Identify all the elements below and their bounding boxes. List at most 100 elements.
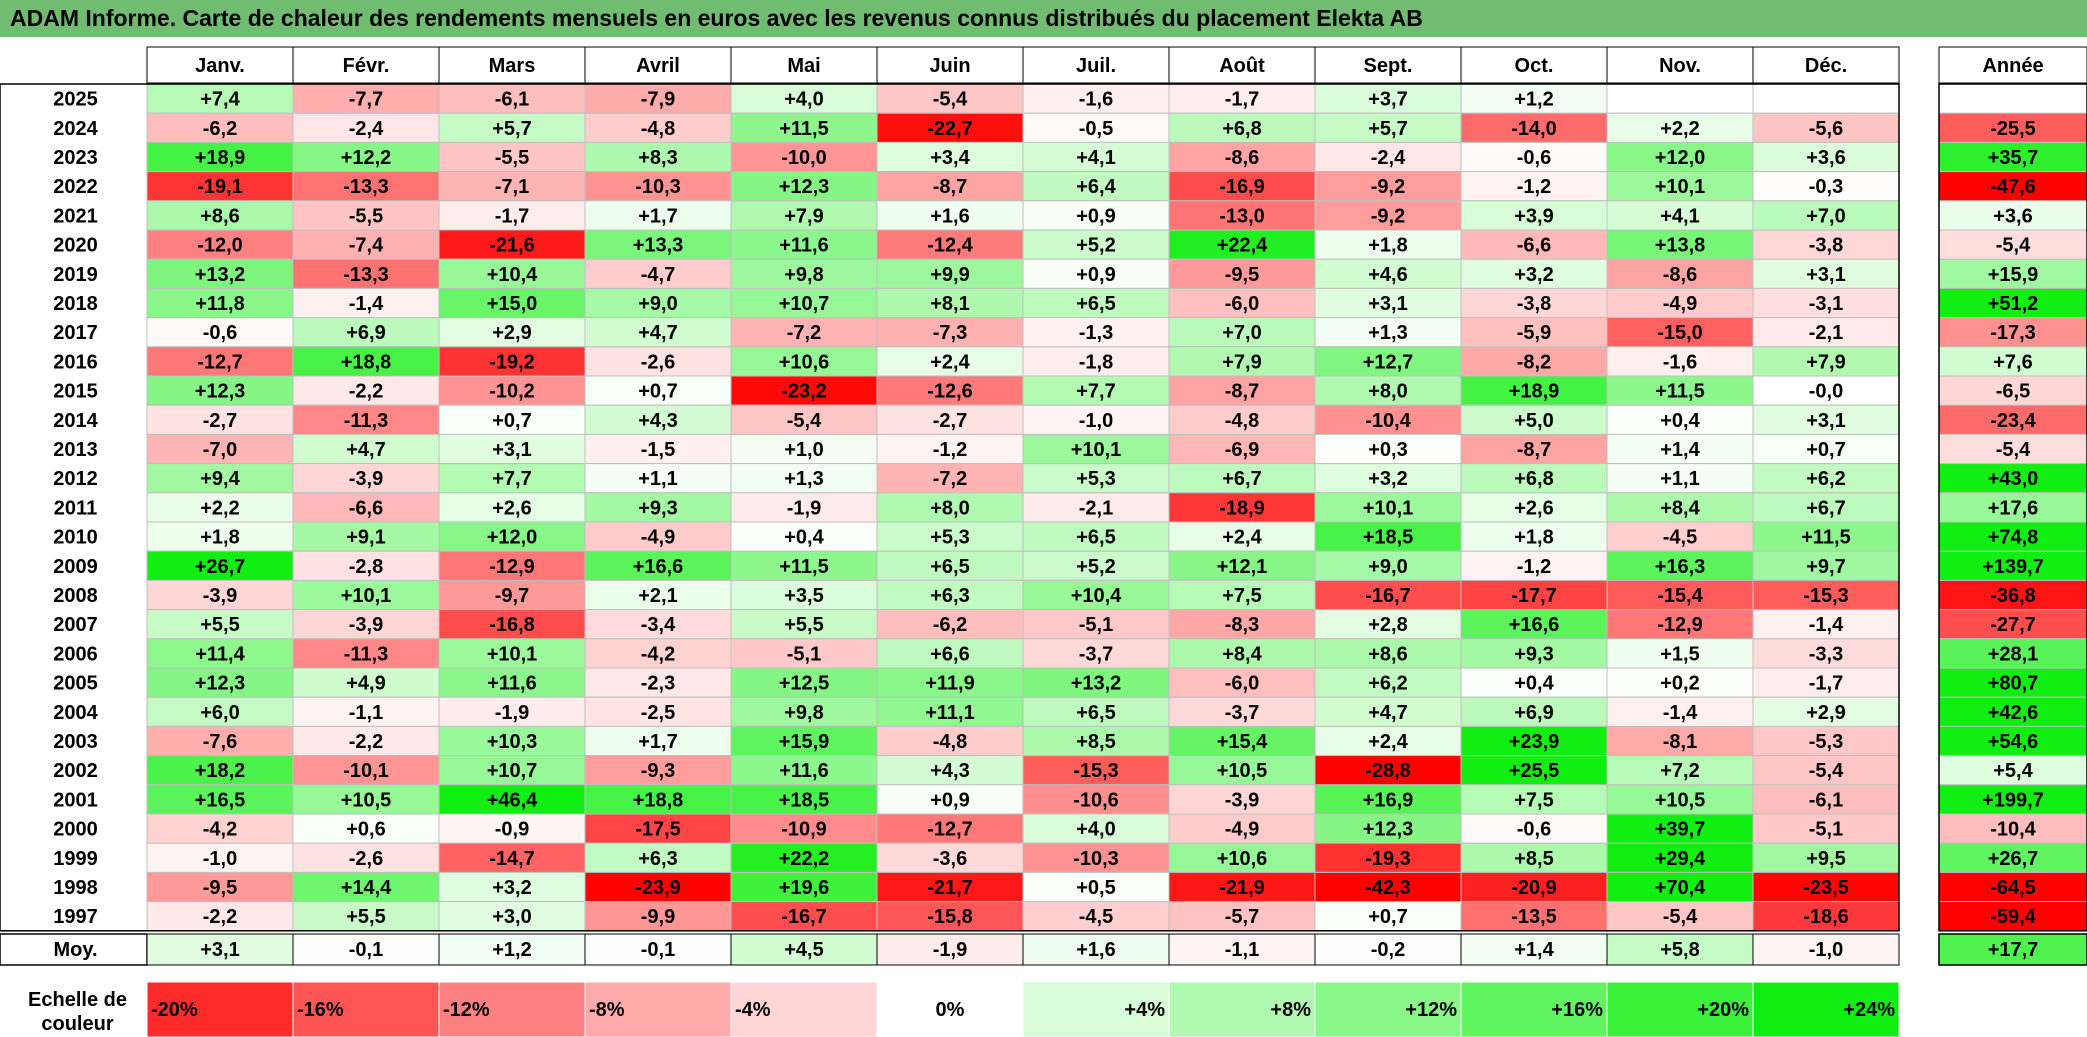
- heatmap-cell-value: -2,8: [349, 556, 383, 578]
- heatmap-cell-value: +18,8: [341, 351, 392, 373]
- heatmap-cell-value: +3,7: [1368, 89, 1407, 111]
- heatmap-cell-value: -0,6: [1517, 819, 1551, 841]
- heatmap-cell: [292, 842, 440, 873]
- heatmap-cell-value: +13,3: [633, 235, 684, 257]
- heatmap-cell: [292, 550, 440, 581]
- heatmap-cell: [876, 638, 1024, 669]
- heatmap-cell-value: -2,4: [349, 118, 384, 140]
- heatmap-cell-value: -6,2: [203, 118, 237, 140]
- heatmap-cell-value: -8,3: [1225, 614, 1259, 636]
- heatmap-cell-value: +3,4: [930, 147, 970, 169]
- average-cell: [292, 933, 440, 966]
- heatmap-cell: [1752, 579, 1900, 611]
- table-border: [0, 83, 1900, 932]
- heatmap-cell-value: -4,2: [641, 643, 675, 665]
- heatmap-cell-value: +0,7: [1806, 439, 1845, 461]
- heatmap-cell: [1168, 112, 1316, 143]
- heatmap-cell-value: +0,7: [1368, 906, 1407, 928]
- heatmap-cell-value: -6,1: [1809, 789, 1843, 811]
- heatmap-cell-value: +11,5: [779, 118, 829, 140]
- heatmap-cell-value: -8,7: [1225, 381, 1259, 403]
- chart-title: ADAM Informe. Carte de chaleur des rende…: [0, 0, 2087, 37]
- heatmap-cell: [1460, 550, 1608, 581]
- heatmap-cell-value: -1,4: [1809, 614, 1844, 636]
- heatmap-cell-value: +6,0: [200, 702, 239, 724]
- average-annual-value: +17,7: [1988, 939, 2039, 961]
- heatmap-cell-value: -1,0: [1079, 410, 1113, 432]
- heatmap-cell-value: +0,9: [1076, 264, 1115, 286]
- scale-step-label: +8%: [1270, 999, 1311, 1021]
- heatmap-cell-value: -12,9: [1657, 614, 1703, 636]
- heatmap-cell-value: +8,5: [1076, 731, 1115, 753]
- heatmap-cell: [584, 696, 732, 727]
- heatmap-cell-value: -3,3: [1809, 643, 1843, 665]
- heatmap-cell-value: -3,9: [349, 468, 383, 490]
- heatmap-cell-value: +6,2: [1806, 468, 1845, 490]
- annual-cell-value: +43,0: [1988, 468, 2039, 490]
- heatmap-cell-value: -16,9: [1219, 176, 1265, 198]
- column-header-cell: [730, 46, 878, 84]
- heatmap-cell: [292, 755, 440, 786]
- annual-cell: [1938, 433, 2087, 465]
- heatmap-cell: [146, 141, 294, 173]
- heatmap-cell-value: -2,2: [349, 381, 383, 403]
- heatmap-cell: [1606, 433, 1754, 465]
- row-year-label: 1998: [53, 877, 98, 899]
- heatmap-cell-value: +4,7: [1368, 702, 1407, 724]
- heatmap-cell-value: +7,9: [1806, 351, 1845, 373]
- heatmap-cell: [584, 171, 732, 202]
- heatmap-cell: [146, 317, 294, 348]
- heatmap-cell-value: +9,0: [638, 293, 677, 315]
- heatmap-cell: [876, 725, 1024, 757]
- scale-label: couleur: [41, 1013, 113, 1035]
- heatmap-cell: [876, 317, 1024, 348]
- annual-cell-value: +80,7: [1988, 673, 2039, 695]
- heatmap-cell-value: +10,1: [487, 643, 538, 665]
- heatmap-cell-value: +11,6: [779, 760, 829, 782]
- heatmap-cell-value: +11,6: [487, 673, 537, 695]
- row-year-label: 2007: [53, 614, 98, 636]
- heatmap-cell: [1314, 813, 1462, 844]
- heatmap-cell-value: +9,4: [200, 468, 240, 490]
- column-header-label: Juil.: [1076, 55, 1116, 77]
- heatmap-cell-value: +0,2: [1660, 673, 1699, 695]
- heatmap-cell-value: -2,1: [1809, 322, 1843, 344]
- heatmap-cell: [730, 579, 878, 611]
- heatmap-cell-value: -4,2: [203, 819, 237, 841]
- heatmap-cell-value: +19,6: [779, 877, 830, 899]
- heatmap-cell-value: -19,3: [1365, 848, 1411, 870]
- heatmap-cell: [1606, 200, 1754, 231]
- scale-step-label: +12%: [1405, 999, 1457, 1021]
- heatmap-cell-value: +2,6: [1514, 497, 1553, 519]
- heatmap-cell: [1314, 346, 1462, 377]
- heatmap-cell-value: -2,6: [349, 848, 383, 870]
- heatmap-cell: [1460, 346, 1608, 377]
- heatmap-cell: [146, 346, 294, 377]
- heatmap-cell-value: -7,2: [933, 468, 967, 490]
- annual-cell-value: +15,9: [1988, 264, 2039, 286]
- heatmap-cell-value: +11,9: [925, 673, 975, 695]
- heatmap-cell-value: -8,7: [933, 176, 967, 198]
- column-header-label: Oct.: [1515, 55, 1554, 77]
- heatmap-cell: [730, 901, 878, 932]
- heatmap-cell: [584, 842, 732, 873]
- heatmap-cell: [584, 375, 732, 406]
- heatmap-cell-value: -21,6: [489, 235, 535, 257]
- heatmap-cell: [1022, 784, 1170, 815]
- average-cell-value: -0,2: [1371, 939, 1405, 961]
- heatmap-cell-value: -0,6: [1517, 147, 1551, 169]
- heatmap-cell-value: -7,0: [203, 439, 237, 461]
- heatmap-cell: [1168, 404, 1316, 435]
- heatmap-cell-value: +0,4: [784, 527, 824, 549]
- heatmap-cell-value: +6,5: [1076, 527, 1115, 549]
- heatmap-cell-value: +6,9: [1514, 702, 1553, 724]
- heatmap-cell-value: +12,1: [1217, 556, 1268, 578]
- heatmap-cell: [1606, 813, 1754, 844]
- heatmap-cell-value: +0,5: [1076, 877, 1115, 899]
- heatmap-cell-value: -3,7: [1225, 702, 1259, 724]
- heatmap-cell-value: +8,3: [638, 147, 677, 169]
- heatmap-cell: [1168, 229, 1316, 260]
- heatmap-cell: [584, 463, 732, 494]
- heatmap-cell-value: -21,9: [1219, 877, 1265, 899]
- heatmap-cell-value: +0,6: [346, 819, 385, 841]
